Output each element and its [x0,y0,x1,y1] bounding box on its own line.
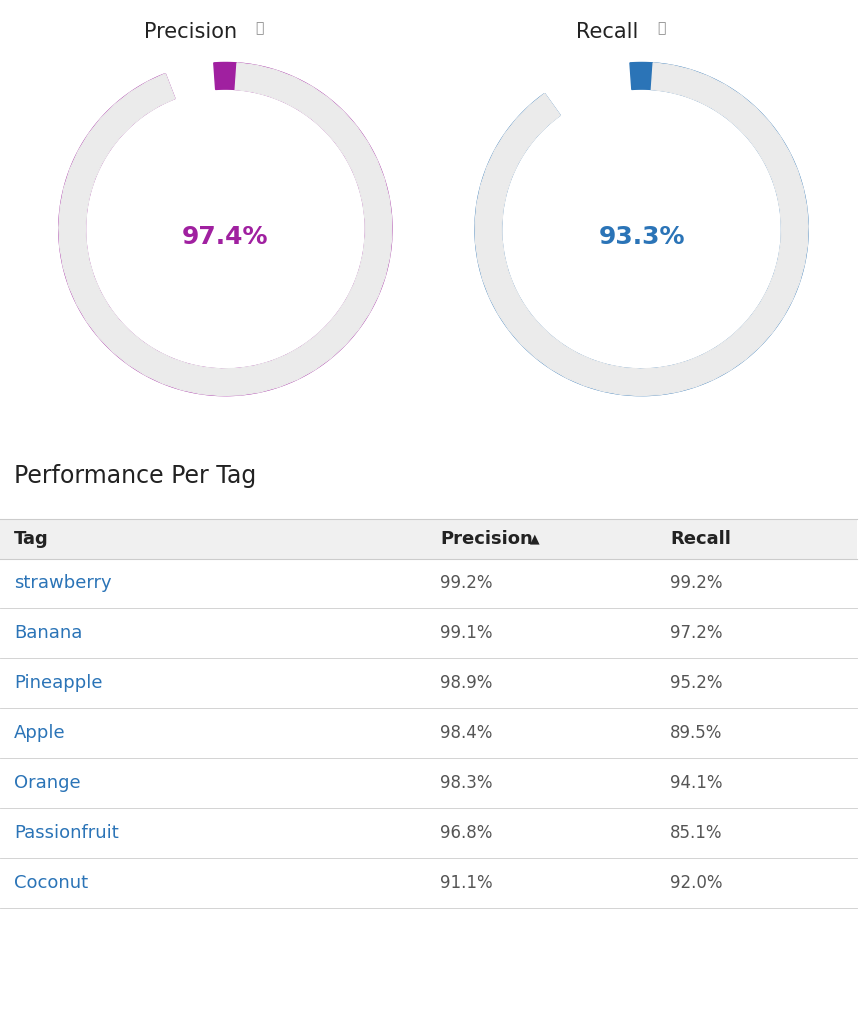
Text: 99.1%: 99.1% [440,624,492,642]
Text: Passionfruit: Passionfruit [14,825,119,842]
Text: 92.0%: 92.0% [670,874,722,892]
Text: 93.3%: 93.3% [598,225,685,249]
Text: 98.9%: 98.9% [440,674,492,692]
Text: 96.8%: 96.8% [440,825,492,842]
Text: Coconut: Coconut [14,874,88,892]
Text: Recall: Recall [576,21,638,42]
Text: 97.4%: 97.4% [182,225,269,249]
Text: strawberry: strawberry [14,574,112,592]
Text: Tag: Tag [14,529,49,548]
Text: ▲: ▲ [530,532,539,545]
Text: 89.5%: 89.5% [670,725,722,742]
Text: Apple: Apple [14,725,66,742]
Text: ⓘ: ⓘ [657,21,666,36]
Text: 85.1%: 85.1% [670,825,722,842]
Text: 97.2%: 97.2% [670,624,722,642]
Text: Precision: Precision [440,529,532,548]
Text: 98.3%: 98.3% [440,775,492,792]
Text: 95.2%: 95.2% [670,674,722,692]
Polygon shape [475,63,808,396]
Text: 91.1%: 91.1% [440,874,492,892]
Polygon shape [475,62,808,396]
Text: 94.1%: 94.1% [670,775,722,792]
Text: Banana: Banana [14,624,82,642]
Text: Performance Per Tag: Performance Per Tag [14,463,257,488]
Polygon shape [59,62,392,396]
Text: Pineapple: Pineapple [14,674,102,692]
Text: ⓘ: ⓘ [256,21,264,36]
Text: Recall: Recall [670,529,731,548]
Text: 99.2%: 99.2% [440,574,492,592]
Text: 98.4%: 98.4% [440,725,492,742]
Polygon shape [59,63,392,396]
Text: Orange: Orange [14,775,81,792]
FancyBboxPatch shape [0,518,857,559]
Text: Precision: Precision [144,21,238,42]
Text: 99.2%: 99.2% [670,574,722,592]
